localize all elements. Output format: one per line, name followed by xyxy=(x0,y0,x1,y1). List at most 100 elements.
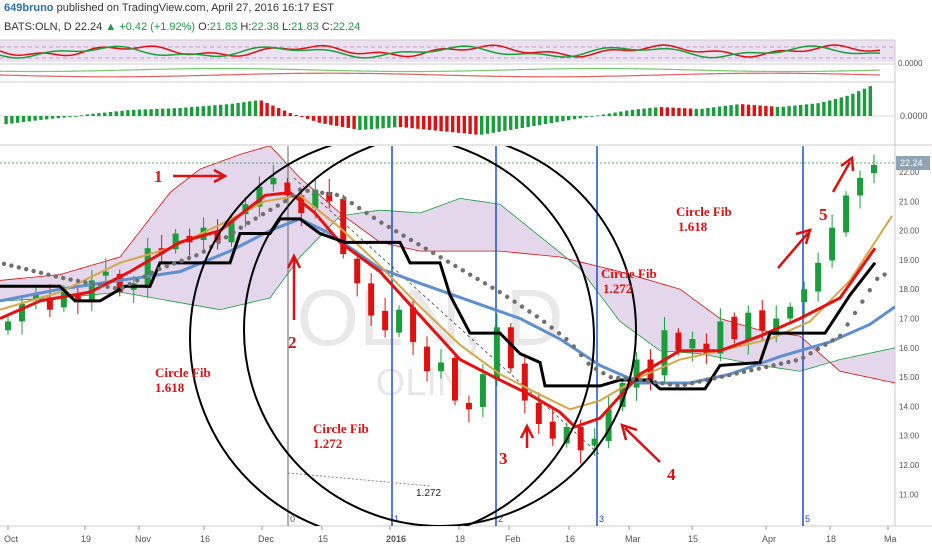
low-label: L: xyxy=(281,21,292,33)
last-price-tag-bg xyxy=(896,156,930,170)
sar-dot xyxy=(379,220,384,225)
histogram-bar xyxy=(155,108,159,116)
histogram-bar xyxy=(688,108,693,116)
histogram-bar xyxy=(340,116,345,127)
candle-body xyxy=(102,271,109,276)
histogram-bar xyxy=(137,109,142,116)
histogram-bar xyxy=(787,106,791,116)
time-tick-label: Oct xyxy=(4,534,19,544)
histogram-bar xyxy=(387,116,391,128)
fib-marker-2: 2 xyxy=(498,514,503,524)
sar-dot xyxy=(423,246,428,251)
histogram-bar xyxy=(613,112,617,116)
histogram-bar xyxy=(572,116,577,120)
candle-body xyxy=(465,402,472,410)
histogram-bar xyxy=(485,116,490,134)
sar-dot xyxy=(53,274,58,279)
last-price-tag: 22.24 xyxy=(896,156,930,170)
histogram-bar xyxy=(752,105,756,116)
histogram-bar xyxy=(375,116,379,129)
histogram-bar xyxy=(404,116,408,128)
sar-dot xyxy=(31,268,36,274)
sar-dot xyxy=(764,364,769,370)
histogram-bar xyxy=(265,103,269,116)
sar-dot xyxy=(320,190,325,196)
histogram-bar xyxy=(625,110,629,116)
histogram-bar xyxy=(282,110,287,116)
histogram-bar xyxy=(149,109,153,116)
histogram-bar xyxy=(857,91,861,116)
circle-fib-label-right: Circle Fib xyxy=(676,204,732,219)
wave-label-1: 1 xyxy=(154,167,163,186)
sar-dot xyxy=(201,249,206,254)
histogram-bar xyxy=(468,116,472,134)
wave-5-arrow-low-icon xyxy=(777,228,812,269)
histogram-bar xyxy=(201,106,205,116)
histogram-bar xyxy=(549,116,553,124)
sar-dot xyxy=(675,383,680,388)
price-tick-label: 12.00 xyxy=(899,461,920,470)
sar-dot xyxy=(24,267,29,272)
histogram-bar xyxy=(526,116,530,127)
candle-body xyxy=(74,293,81,301)
sar-dot xyxy=(645,378,650,384)
candle-body xyxy=(815,262,822,292)
sar-dot xyxy=(408,237,414,243)
histogram-bar xyxy=(804,104,809,116)
candle-body xyxy=(647,359,654,381)
candle-body xyxy=(32,295,39,300)
candle-body xyxy=(396,309,403,333)
symbol-name[interactable]: BATS:OLN, D xyxy=(4,21,72,33)
sar-dot xyxy=(616,375,621,381)
wave-4-arrow-icon xyxy=(620,423,661,463)
histogram-bar xyxy=(329,116,333,125)
sar-dot xyxy=(630,377,636,382)
candle-body xyxy=(857,177,864,196)
histogram-bar xyxy=(578,116,582,119)
histogram-bar xyxy=(166,108,171,116)
histogram-bar xyxy=(4,116,8,125)
sar-dot xyxy=(172,261,177,266)
sar-dot xyxy=(1,261,7,267)
candle-body xyxy=(521,363,528,401)
symbol-line: BATS:OLN, D 22.24 ▲ +0.42 (+1.92%) O:21.… xyxy=(4,21,360,33)
sar-dot xyxy=(112,286,118,291)
histogram-bar xyxy=(538,116,542,126)
histogram-bar xyxy=(381,116,385,129)
histogram-bar xyxy=(735,104,739,116)
fib-marker-1: 1 xyxy=(394,514,399,524)
histogram-bar xyxy=(422,116,426,130)
fib-circle-inner xyxy=(243,146,637,526)
candle-body xyxy=(689,339,696,349)
candle-body xyxy=(60,289,67,308)
price-axis[interactable]: 22.00 21.00 20.00 19.00 18.00 17.00 16.00 15.00… xyxy=(899,168,920,499)
histogram-bar xyxy=(236,102,240,116)
fib-circle-outer xyxy=(189,146,595,526)
open-label: O: xyxy=(198,21,210,33)
time-axis[interactable]: Oct 19 Nov 16 Dec 15 2016 18 Feb 16 Mar 15 Apr 18 Ma xyxy=(4,526,897,544)
sar-dot xyxy=(186,255,192,261)
sar-dot xyxy=(867,288,872,293)
sar-dot xyxy=(690,381,695,386)
histogram-bar xyxy=(491,116,495,133)
histogram-bar xyxy=(259,100,263,116)
sar-dot xyxy=(542,319,547,324)
candle-body xyxy=(368,283,375,316)
histogram-bar xyxy=(62,116,66,118)
wave-5-arrow-high-icon xyxy=(831,155,855,193)
author-link[interactable]: 649bruno xyxy=(4,2,54,14)
candle-body xyxy=(382,310,389,331)
histogram-bar xyxy=(451,116,455,133)
price-tick-label: 14.00 xyxy=(899,402,920,411)
histogram-bar xyxy=(833,98,838,116)
sar-dot xyxy=(564,336,569,342)
histogram-bar xyxy=(590,116,594,117)
histogram-bar xyxy=(543,116,548,125)
candle-body xyxy=(451,357,458,401)
candle-body xyxy=(284,182,291,196)
sar-dot xyxy=(75,278,81,284)
histogram-zero-label: 0.0000 xyxy=(900,111,928,121)
fib-level-text: 1.272 xyxy=(416,488,441,499)
sar-dot xyxy=(756,366,761,371)
